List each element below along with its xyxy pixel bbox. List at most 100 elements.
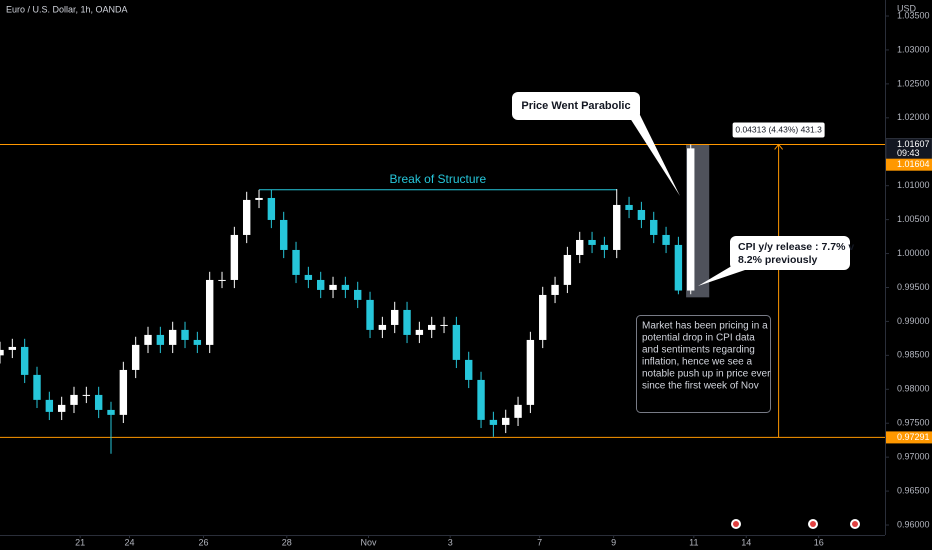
x-tick-label: 28	[282, 537, 292, 547]
candle-body	[20, 346, 29, 375]
x-tick-label: Nov	[360, 537, 377, 547]
candle-body	[304, 274, 313, 280]
currency: USD	[897, 3, 917, 13]
y-tick-label: 0.99000	[897, 316, 930, 326]
plot: Break of Structure 0.04313 (4.43%) 431.3	[0, 122, 885, 454]
candle-body	[440, 324, 448, 326]
note-text: since the first week of Nov	[642, 381, 759, 392]
y-tick-label: 1.00500	[897, 214, 930, 224]
axis-label-box	[886, 431, 932, 444]
candle-body	[576, 239, 584, 255]
candle-body	[255, 197, 263, 200]
candle-body	[514, 404, 522, 418]
callout-text: CPI y/y release : 7.7% v	[738, 241, 854, 253]
candle-body	[391, 309, 399, 325]
candle-body	[144, 334, 152, 345]
candle-body	[107, 409, 115, 415]
candle-body	[489, 419, 498, 425]
note-text: and sentiments regarding	[642, 345, 755, 356]
x-tick-label: 26	[199, 537, 209, 547]
x-tick-label: 21	[75, 537, 85, 547]
callout: Price Went Parabolic	[512, 92, 680, 196]
candle-body	[637, 209, 646, 220]
event-icon	[808, 519, 818, 529]
chart-title: Euro / U.S. Dollar, 1h, OANDA	[6, 4, 128, 14]
x-tick-label: 11	[689, 537, 698, 547]
event-icon	[731, 519, 741, 529]
candle-body	[526, 339, 535, 405]
y-tick-label: 0.98500	[897, 350, 930, 360]
x-tick-label: 9	[611, 537, 616, 547]
candle-body	[625, 204, 633, 210]
candle-body	[600, 244, 609, 250]
candle-body	[205, 279, 214, 345]
measure-box	[732, 122, 825, 138]
candle-body	[354, 289, 362, 300]
candle-body	[230, 234, 239, 280]
y-tick-label: 0.98000	[897, 384, 930, 394]
event-icon	[850, 519, 860, 529]
x-tick-label: 7	[537, 537, 542, 547]
candle-body	[415, 329, 424, 335]
y-tick-label: 1.02500	[897, 78, 930, 88]
candle-body	[341, 284, 350, 290]
candle-body	[45, 399, 54, 412]
candle-body	[674, 244, 683, 291]
measure-label: 0.04313 (4.43%) 431.3	[735, 125, 822, 135]
candle-body	[292, 249, 300, 275]
candle-body	[279, 219, 288, 250]
candle-body	[465, 359, 473, 380]
candle-body	[452, 324, 461, 360]
candle-body	[242, 199, 251, 235]
candle-body	[477, 379, 485, 420]
candle-body	[613, 204, 621, 250]
y-tick-label: 1.03000	[897, 44, 930, 54]
y-tick-label: 0.96500	[897, 485, 930, 495]
candle-body	[329, 284, 337, 290]
measure-arrow	[774, 143, 784, 150]
candle-body	[588, 239, 596, 245]
y-tick-label: 0.99500	[897, 282, 930, 292]
candle-body	[687, 148, 695, 291]
candle-body	[539, 294, 547, 340]
axis-price-label: 1.01607	[897, 139, 930, 149]
candle-body	[502, 417, 510, 425]
candle-body	[316, 279, 325, 290]
note-text: notable push up in price ever	[642, 369, 771, 380]
y-tick-label: 1.03500	[897, 10, 930, 20]
candle-body	[551, 284, 559, 295]
candle-body	[33, 374, 41, 400]
y-tick-label: 0.97500	[897, 418, 930, 428]
candle-body	[403, 309, 411, 335]
candle-body	[366, 299, 374, 330]
note-box: Market has been pricing in a potential d…	[636, 315, 771, 413]
callout-text: 8.2% previously	[738, 254, 818, 266]
note-text: Market has been pricing in a	[642, 321, 768, 332]
x-tick-label: 16	[814, 537, 824, 547]
candle-body	[650, 219, 658, 235]
y-tick-label: 1.01000	[897, 180, 930, 190]
countdown: 09:43	[897, 148, 920, 158]
candle-body	[168, 329, 177, 345]
candle-body	[57, 404, 66, 412]
candle-body	[181, 329, 189, 340]
axis-price-label: 0.97291	[897, 432, 930, 442]
candle-body	[267, 197, 276, 220]
candle-body	[156, 334, 165, 345]
note-text: potential drop in CPI data	[642, 333, 755, 344]
candle-body	[662, 234, 670, 245]
last-price-label: 1.01604	[897, 159, 930, 169]
candle-body	[218, 279, 226, 281]
y-tick-label: 0.96000	[897, 519, 930, 529]
candle-body	[94, 394, 103, 410]
y-tick-label: 1.00000	[897, 248, 930, 258]
callout-text: Price Went Parabolic	[521, 100, 630, 112]
candle-body	[378, 324, 387, 330]
x-tick-label: 24	[125, 537, 135, 547]
candle-body	[82, 394, 91, 396]
candle-body	[70, 394, 78, 405]
candle-body	[193, 339, 202, 345]
candle-body	[131, 344, 140, 370]
candle-body	[0, 349, 4, 356]
